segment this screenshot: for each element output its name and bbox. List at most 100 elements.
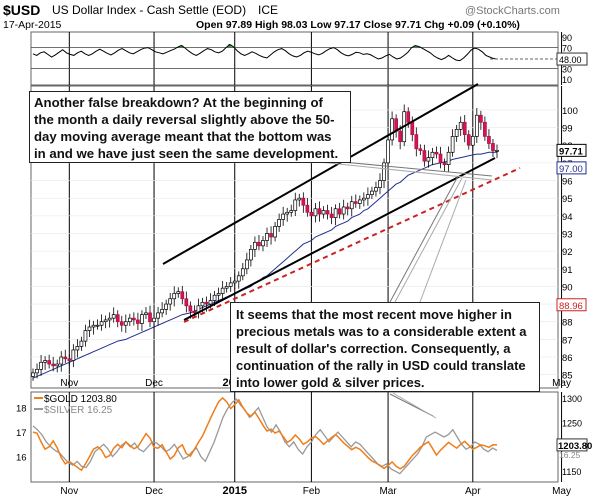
price-x-tick-label: Nov (60, 378, 78, 389)
price-tag-label: 97.00 (559, 164, 583, 175)
candle-body (244, 259, 249, 270)
candle-body (265, 233, 269, 241)
channel-lower-line (183, 157, 496, 321)
candle-body (487, 136, 491, 144)
gold-last-value: 1203.80 (558, 441, 592, 452)
candle-body (434, 151, 439, 155)
price-y-tick-label: 100 (562, 106, 578, 117)
candle-body (438, 153, 443, 164)
rsi-overbought-fill (227, 44, 232, 48)
price-y-tick-label: 87 (562, 335, 573, 346)
metals-x-tick-label: Nov (60, 486, 78, 497)
candle-body (321, 210, 326, 215)
candle-body (107, 317, 112, 321)
legend-gold-label: $GOLD 1203.80 (44, 394, 117, 405)
price-y-tick-label: 86 (562, 353, 573, 364)
candle-body (430, 151, 435, 158)
rsi-last-value: 48.00 (559, 55, 582, 65)
candle-body (43, 360, 47, 363)
candle-body (208, 300, 213, 305)
price-y-tick-label: 96 (562, 177, 573, 188)
candle-body (406, 111, 411, 123)
candle-body (297, 197, 302, 201)
legend-silver-label: $SILVER 16.25 (44, 405, 113, 416)
candle-body (362, 197, 366, 201)
rsi-line (32, 43, 498, 62)
candle-body (317, 208, 322, 215)
candle-body (103, 319, 108, 323)
chart-exchange: ICE (258, 3, 278, 17)
candle-body (483, 121, 487, 137)
candle-body (83, 330, 88, 342)
candle-body (414, 134, 419, 150)
candle-body (458, 121, 463, 130)
gold-line (32, 396, 498, 472)
price-tag-box (556, 143, 587, 157)
watermark: @StockCharts.com (465, 5, 560, 17)
chart-date: 17-Apr-2015 (3, 19, 62, 31)
candle-body (192, 310, 197, 314)
candle-body (382, 162, 386, 181)
rsi-tick-label: 90 (562, 33, 572, 43)
pointer-line (389, 175, 459, 303)
candle-body (442, 162, 447, 165)
candle-body (216, 293, 221, 296)
pointer-line (392, 392, 437, 419)
candle-body (59, 356, 64, 365)
candle-body (140, 314, 144, 324)
gold-y-tick-label: 1150 (562, 467, 581, 477)
candle-body (386, 139, 390, 164)
price-y-tick-label: 92 (562, 247, 573, 258)
metals-x-tick-label: Feb (303, 486, 321, 497)
candle-body (261, 240, 265, 247)
candle-body (410, 121, 415, 135)
candle-body (491, 143, 495, 151)
candle-body (164, 303, 168, 310)
candle-body (200, 301, 205, 307)
rsi-last-tag (556, 52, 588, 66)
candle-body (454, 129, 459, 137)
candle-body (398, 130, 403, 143)
annotation-top: Another false breakdown? At the beginnin… (29, 91, 351, 163)
candle-body (55, 363, 60, 367)
candle-body (35, 369, 39, 374)
candle-body (75, 346, 80, 351)
candle-body (277, 219, 281, 227)
candle-body (31, 372, 35, 377)
candle-body (176, 291, 181, 294)
metals-x-tick-label: Apr (465, 486, 481, 497)
candle-body (132, 317, 136, 321)
price-y-tick-label: 95 (562, 194, 573, 205)
candle-body (479, 114, 483, 123)
candle-body (305, 204, 310, 213)
candle-body (345, 206, 350, 210)
candle-body (168, 298, 173, 305)
silver-line (32, 398, 498, 475)
candle-body (273, 226, 277, 238)
candle-body (333, 208, 338, 218)
candle-body (325, 210, 330, 215)
candle-body (111, 314, 116, 319)
channel-upper-line (162, 83, 479, 265)
candle-body (309, 211, 314, 217)
candle-body (474, 114, 479, 137)
candle-body (87, 326, 92, 331)
candle-body (152, 317, 156, 323)
pointer-line (394, 177, 463, 303)
silver-y-tick-label: 17 (16, 428, 27, 439)
silver-y-tick-label: 16 (16, 453, 27, 464)
candle-body (212, 294, 217, 301)
candle-body (349, 201, 354, 210)
rsi-tick-label: 30 (562, 64, 572, 74)
candle-body (228, 282, 233, 287)
price-y-tick-label: 90 (562, 282, 573, 293)
price-y-tick-label: 85 (562, 371, 573, 382)
candle-body (47, 360, 51, 365)
candle-body (366, 194, 370, 199)
candle-body (63, 356, 68, 360)
candle-body (240, 268, 245, 277)
price-y-tick-label: 94 (562, 212, 573, 223)
